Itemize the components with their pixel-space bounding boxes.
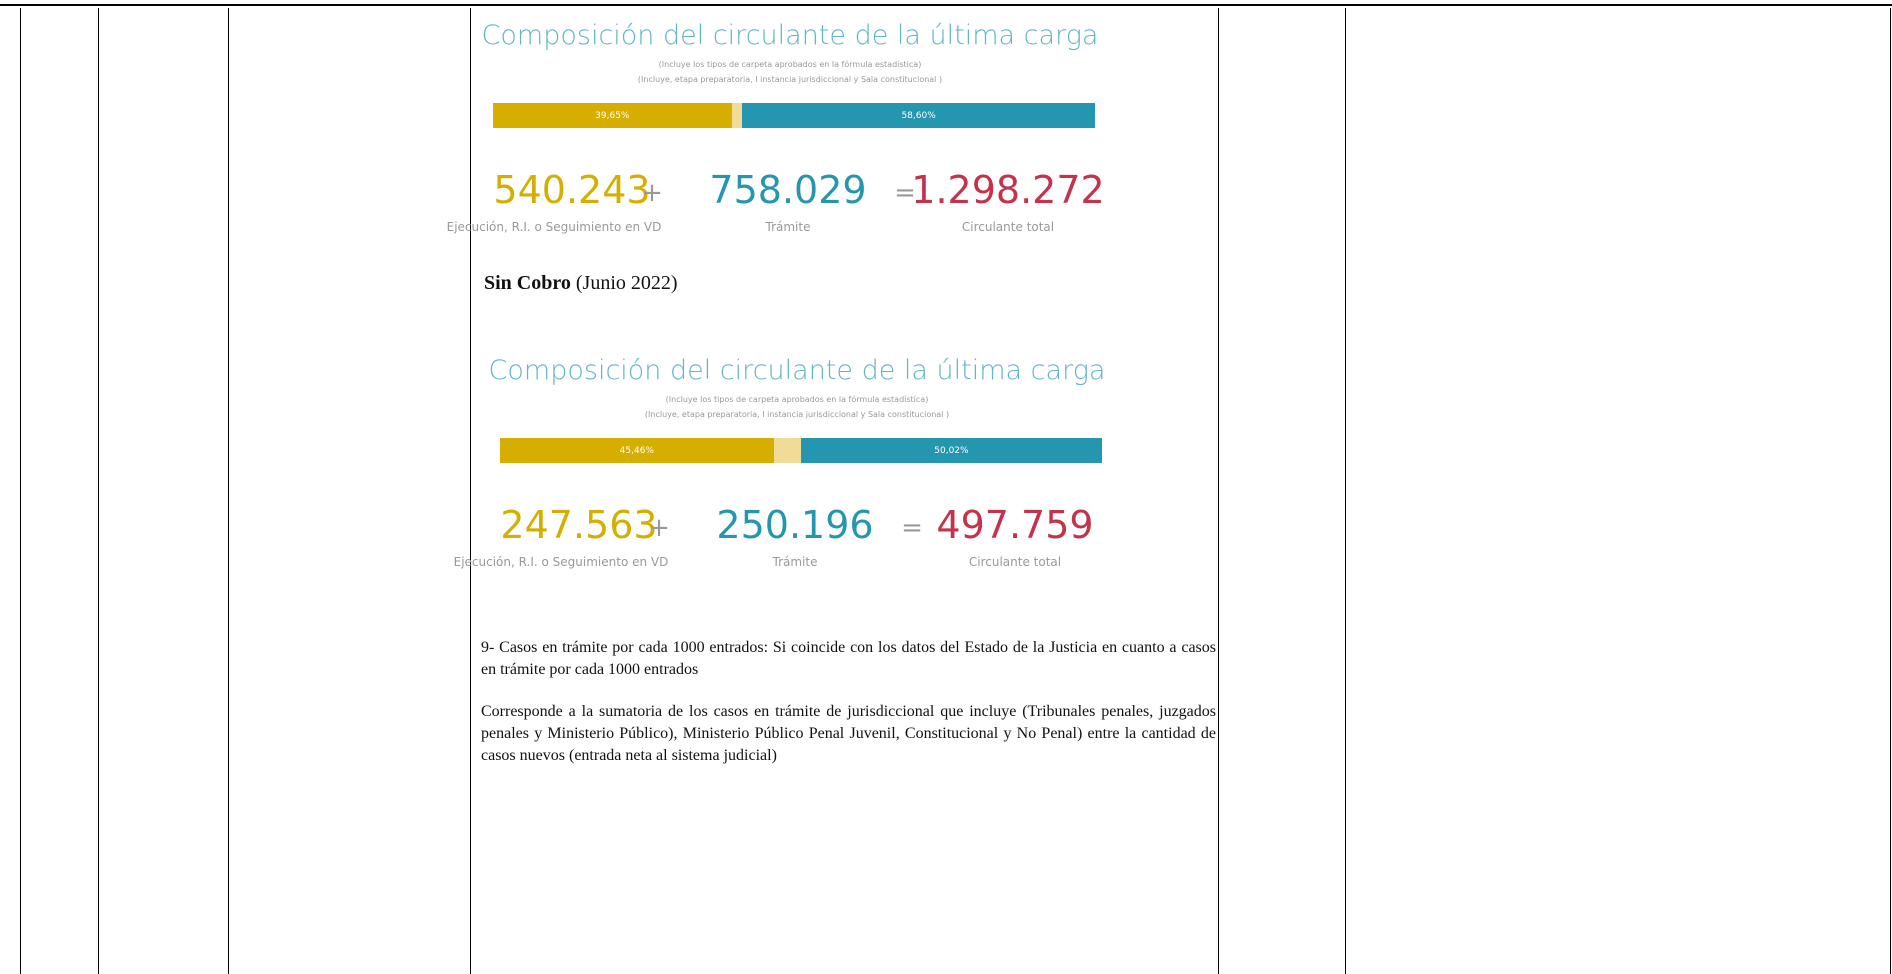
bar-label: 45,46% [619,445,654,456]
top-rule [0,4,1892,6]
figure-caption: Trámite [772,555,818,569]
operator: + [648,513,670,543]
heading: Sin Cobro [484,272,571,294]
figure-caption: Circulante total [968,555,1062,569]
infographic-title: Composición del circulante de la última … [488,355,1106,386]
section-heading: Sin Cobro (Junio 2022) [484,272,678,295]
column-border [1890,8,1891,974]
infographic: Composición del circulante de la última … [447,10,1105,246]
paragraph: Corresponde a la sumatoria de los casos … [481,703,1216,764]
figure-number: 758.029 [709,168,867,212]
infographic-subtitle: (Incluye los tipos de carpeta aprobados … [658,60,922,69]
infographic-subtitle: (Incluye, etapa preparatoria, I instanci… [644,410,950,419]
bar-segment: 45,46% [500,438,774,463]
bar-label: 50,02% [934,445,969,456]
paragraph: 9- Casos en trámite por cada 1000 entrad… [481,639,1216,678]
column-border [1345,8,1346,974]
figure-number: 247.563 [500,503,658,547]
figure-number: 250.196 [716,503,874,547]
column-border [228,8,229,974]
bar-segment: 50,02% [800,438,1102,463]
bar-label: 58,60% [901,110,936,121]
bar-label: 39,65% [595,110,630,121]
figure-caption: Ejecución, R.I. o Seguimiento en VD [446,220,662,234]
operator: = [894,178,916,208]
stacked-bar: 45,46% 50,02% [500,438,1102,463]
figure-number: 540.243 [493,168,651,212]
operator: + [641,178,663,208]
figure-caption: Circulante total [961,220,1055,234]
column-border [20,8,21,974]
stacked-bar: 39,65% 58,60% [493,103,1095,128]
column-border [470,8,471,974]
bar-segment: 39,65% [493,103,732,128]
figure-number: 497.759 [936,503,1094,547]
infographic-title: Composición del circulante de la última … [481,20,1099,51]
infographic-subtitle: (Incluye los tipos de carpeta aprobados … [665,395,929,404]
bar-segment: 58,60% [742,103,1095,128]
operator: = [901,513,923,543]
infographic: Composición del circulante de la última … [454,345,1107,581]
infographic-subtitle: (Incluye, etapa preparatoria, I instanci… [637,75,943,84]
column-border [1218,8,1219,974]
figure-caption: Ejecución, R.I. o Seguimiento en VD [453,555,669,569]
figure-number: 1.298.272 [911,168,1105,212]
figure-caption: Trámite [765,220,811,234]
heading-note: (Junio 2022) [575,272,678,294]
column-border [98,8,99,974]
